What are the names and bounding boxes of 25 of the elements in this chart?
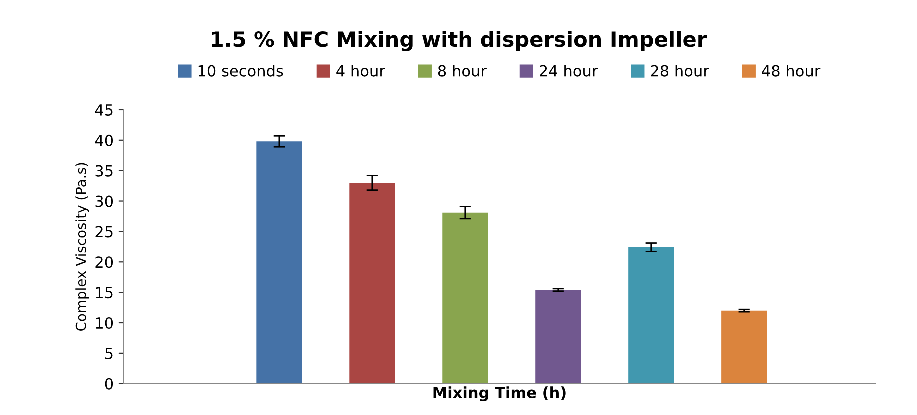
legend-label: 28 hour	[651, 65, 710, 77]
y-tick-label: 5	[106, 348, 113, 360]
y-tick-label: 45	[95, 104, 113, 116]
y-tick-label: 15	[96, 287, 113, 299]
y-axis-title: Complex Viscosity (Pa.s)	[76, 163, 90, 331]
y-tick-label: 20	[96, 256, 114, 268]
legend-label: 8 hour	[438, 65, 487, 77]
bar	[722, 310, 768, 384]
legend-label: 48 hour	[762, 65, 821, 77]
y-tick-label: 30	[96, 196, 114, 208]
x-axis-title: Mixing Time (h)	[434, 386, 566, 402]
bar	[628, 248, 674, 384]
y-tick-label: 0	[105, 378, 114, 390]
legend-label: 10 seconds	[198, 65, 284, 77]
chart-title: 1.5 % NFC Mixing with dispersion Impeller	[212, 31, 708, 52]
y-tick-label: 10	[96, 317, 114, 330]
bar	[536, 290, 582, 384]
bar	[256, 142, 302, 384]
y-tick-label: 40	[95, 134, 114, 146]
y-tick-label: 25	[96, 226, 113, 238]
y-tick-label: 35	[96, 165, 113, 177]
bar	[442, 212, 488, 384]
legend-label: 24 hour	[540, 65, 598, 77]
legend-label: 4 hour	[336, 65, 386, 77]
bar	[350, 183, 396, 384]
